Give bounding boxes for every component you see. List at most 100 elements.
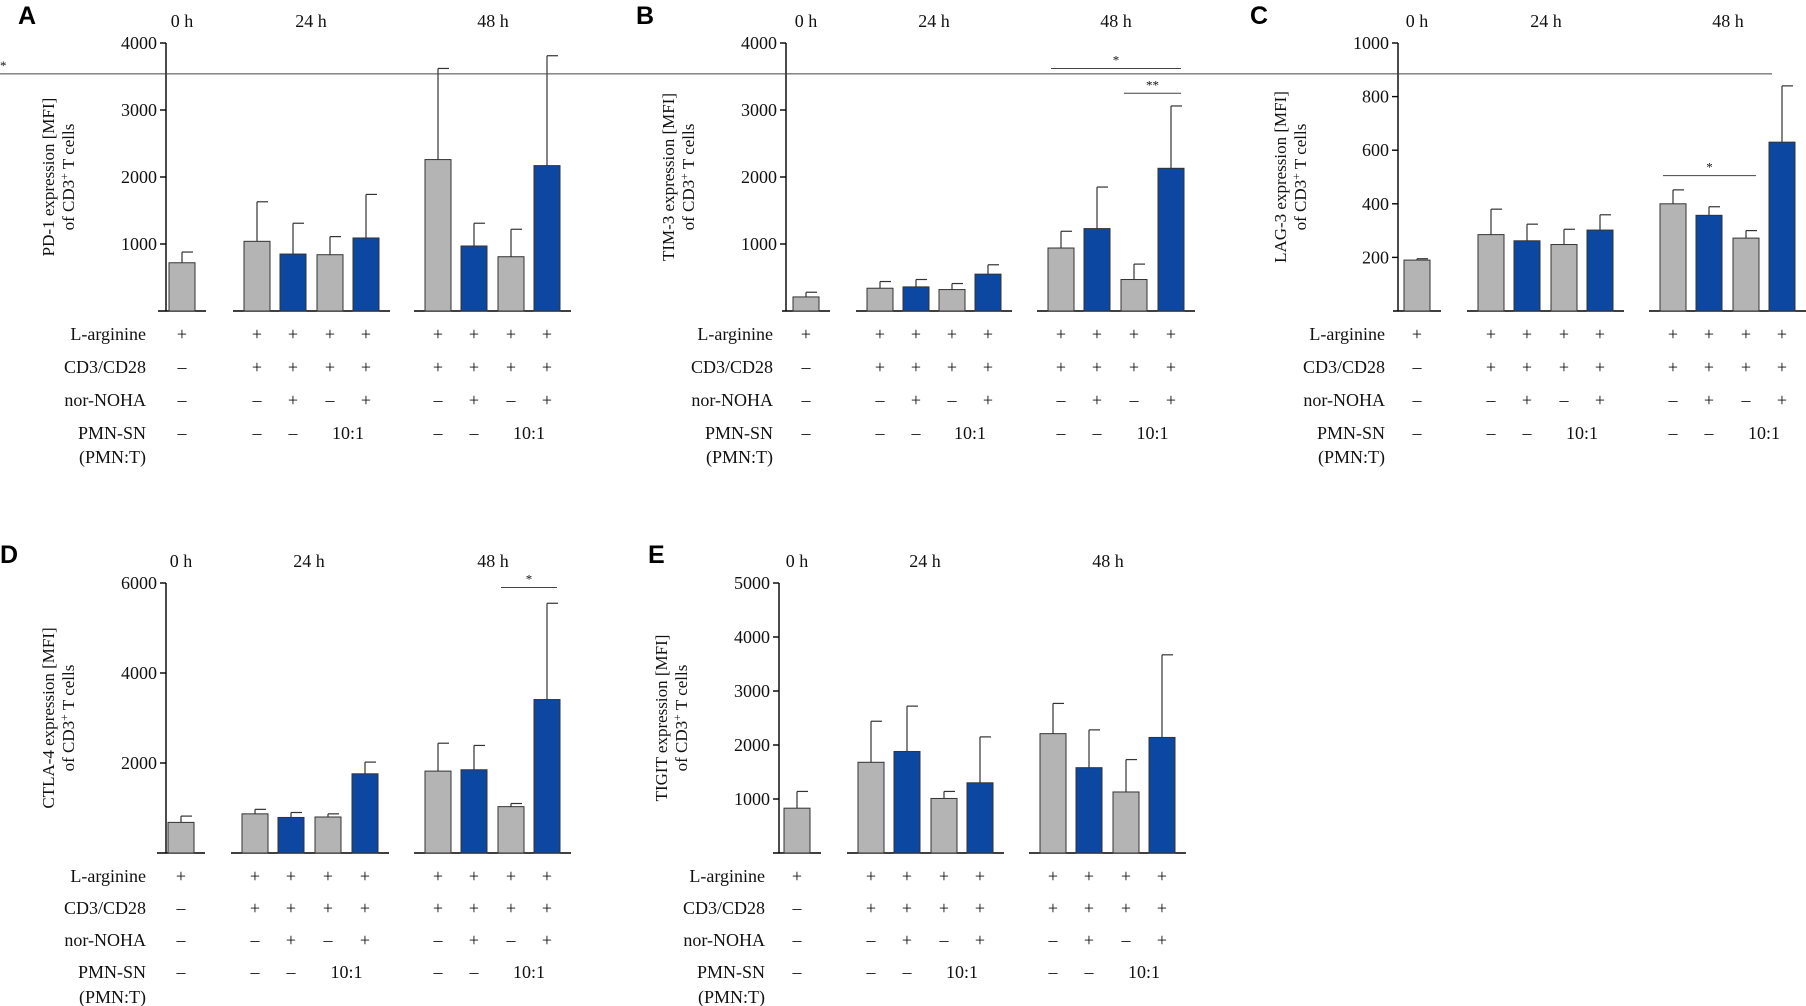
condition-symbol: 10:1 <box>513 962 545 982</box>
time-label: 48 h <box>1712 11 1744 31</box>
condition-symbol: – <box>1129 390 1140 410</box>
bar <box>1732 237 1760 312</box>
condition-symbol: + <box>1166 357 1176 377</box>
condition-symbol: + <box>1157 898 1167 918</box>
condition-symbol: + <box>542 390 552 410</box>
condition-symbol: + <box>433 357 443 377</box>
y-tick-label: 1000 <box>121 234 157 254</box>
time-label: 0 h <box>1406 11 1429 31</box>
condition-symbol: + <box>286 930 296 950</box>
condition-symbol: + <box>866 898 876 918</box>
condition-symbol: + <box>1092 357 1102 377</box>
condition-row-label: L-arginine <box>697 324 773 344</box>
y-tick-label: 2000 <box>121 753 157 773</box>
condition-row-label: nor-NOHA <box>691 390 773 410</box>
condition-symbol: – <box>1559 390 1570 410</box>
condition-symbol: + <box>1741 357 1751 377</box>
y-tick-label: 4000 <box>121 663 157 683</box>
condition-symbol: + <box>176 866 186 886</box>
condition-symbol: + <box>1704 324 1714 344</box>
condition-row-label: (PMN:T) <box>706 447 773 468</box>
condition-symbol: + <box>323 898 333 918</box>
bar <box>1075 767 1103 854</box>
condition-symbol: + <box>469 390 479 410</box>
condition-symbol: + <box>542 898 552 918</box>
condition-symbol: – <box>1668 423 1679 443</box>
y-tick-label: 2000 <box>121 167 157 187</box>
time-label: 48 h <box>477 551 509 571</box>
y-tick-label: 6000 <box>121 573 157 593</box>
condition-symbol: – <box>323 930 334 950</box>
condition-symbol: – <box>1486 423 1497 443</box>
condition-symbol: + <box>286 898 296 918</box>
condition-row-label: L-arginine <box>1309 324 1385 344</box>
condition-symbol: 10:1 <box>1136 423 1168 443</box>
condition-symbol: – <box>469 962 480 982</box>
condition-symbol: – <box>433 390 444 410</box>
condition-symbol: + <box>1668 357 1678 377</box>
y-axis-label: TIM-3 expression [MFI]of CD3+ T cells <box>659 93 698 261</box>
condition-symbol: + <box>1777 390 1787 410</box>
condition-symbol: + <box>801 324 811 344</box>
condition-row-label: CD3/CD28 <box>1303 357 1385 377</box>
y-tick-label: 4000 <box>734 627 770 647</box>
y-axis-label: LAG-3 expression [MFI]of CD3+ T cells <box>1271 91 1310 263</box>
significance-label: ** <box>1146 77 1159 92</box>
condition-symbol: + <box>286 866 296 886</box>
condition-symbol: + <box>902 930 912 950</box>
condition-symbol: + <box>361 324 371 344</box>
y-tick-label: 2000 <box>741 167 777 187</box>
condition-symbol: – <box>250 962 261 982</box>
condition-row-label: nor-NOHA <box>64 390 146 410</box>
condition-symbol: + <box>1084 898 1094 918</box>
condition-symbol: + <box>506 866 516 886</box>
condition-symbol: + <box>252 357 262 377</box>
condition-row-label: PMN-SN <box>1317 423 1385 443</box>
condition-symbol: – <box>506 930 517 950</box>
bar <box>930 797 958 854</box>
condition-symbol: – <box>947 390 958 410</box>
condition-symbol: + <box>1157 866 1167 886</box>
condition-symbol: + <box>1121 866 1131 886</box>
condition-row-label: (PMN:T) <box>79 987 146 1006</box>
time-label: 48 h <box>1092 551 1124 571</box>
condition-symbol: + <box>1522 357 1532 377</box>
panel-d: D 0 h 24 h 48 h 2000 4000 6000 * CTLA-4 expressi… <box>0 541 571 1006</box>
panel-letter: C <box>1250 2 1268 30</box>
condition-symbol: – <box>1704 423 1715 443</box>
bar <box>497 256 525 312</box>
condition-symbol: + <box>1412 324 1422 344</box>
condition-symbol: – <box>250 930 261 950</box>
condition-symbol: – <box>875 423 886 443</box>
bar <box>351 773 379 854</box>
condition-symbol: – <box>801 390 812 410</box>
condition-symbol: + <box>1704 390 1714 410</box>
condition-symbol: + <box>983 324 993 344</box>
bar <box>902 286 930 312</box>
condition-symbol: + <box>866 866 876 886</box>
condition-symbol: + <box>975 930 985 950</box>
condition-symbol: + <box>792 866 802 886</box>
condition-symbol: + <box>975 866 985 886</box>
condition-symbol: – <box>325 390 336 410</box>
condition-symbol: + <box>975 898 985 918</box>
bar <box>168 262 196 312</box>
panel-e: E 0 h 24 h 48 h 1000 2000 3000 4000 5000 TIGIT ex… <box>648 541 1186 1006</box>
bar <box>938 289 966 312</box>
condition-symbol: 10:1 <box>513 423 545 443</box>
condition-row-label: nor-NOHA <box>683 930 765 950</box>
condition-symbol: + <box>360 930 370 950</box>
condition-symbol: 10:1 <box>332 423 364 443</box>
condition-symbol: + <box>433 866 443 886</box>
panel-a: A 0 h 24 h 48 h 1000 2000 3000 4000 PD-1 express… <box>18 2 571 468</box>
condition-symbol: + <box>433 898 443 918</box>
bar <box>279 253 307 312</box>
condition-symbol: – <box>177 423 188 443</box>
time-label: 48 h <box>477 11 509 31</box>
condition-symbol: + <box>250 866 260 886</box>
condition-symbol: + <box>469 898 479 918</box>
time-label: 24 h <box>293 551 325 571</box>
condition-symbol: + <box>1092 390 1102 410</box>
time-label: 24 h <box>909 551 941 571</box>
